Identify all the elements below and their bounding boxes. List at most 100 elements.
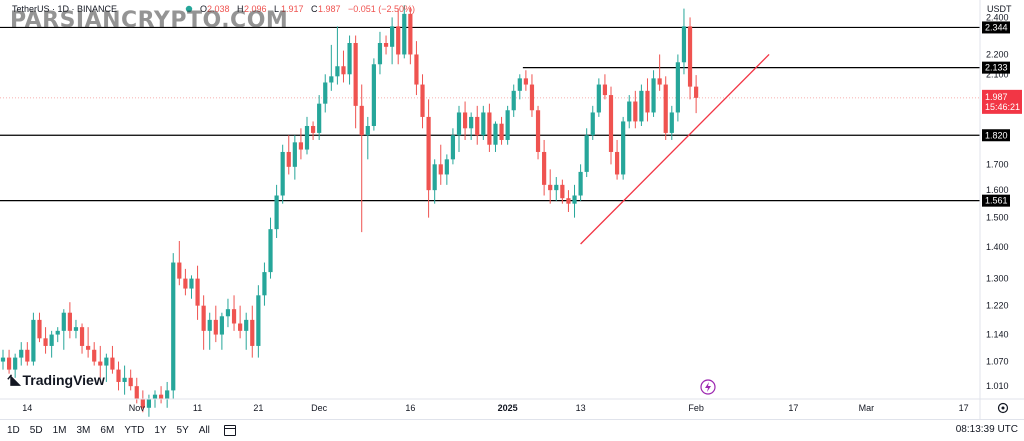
candle-body [377, 43, 383, 65]
candle-body [98, 361, 103, 366]
ohlc-value: 1.917 [281, 4, 304, 14]
candle [286, 135, 291, 175]
candle-body [408, 13, 413, 55]
candle [128, 369, 133, 391]
range-1m[interactable]: 1M [52, 425, 67, 436]
trendline-group [580, 54, 770, 245]
candle-body [511, 90, 516, 111]
candle [268, 217, 273, 279]
candle [602, 74, 608, 100]
range-5y[interactable]: 5Y [176, 425, 189, 436]
candle [310, 121, 316, 140]
candle-body [426, 116, 431, 191]
candle [627, 95, 632, 129]
candle [262, 262, 267, 306]
candle [572, 184, 577, 218]
candle [256, 285, 261, 358]
gear-icon[interactable] [997, 402, 1009, 414]
candle [110, 345, 115, 374]
candle [535, 105, 541, 160]
candle-body [171, 262, 176, 391]
time-tick-label: 16 [405, 403, 415, 413]
tradingview-logo[interactable]: ᐟ◣ TradingView [7, 372, 105, 388]
ohlc-key: L [274, 4, 279, 14]
candle [469, 112, 474, 140]
candle [657, 54, 662, 91]
candle [165, 381, 170, 408]
range-all[interactable]: All [198, 425, 210, 436]
candle [104, 353, 109, 382]
candle-body [256, 295, 261, 346]
candle [499, 116, 504, 145]
candle [329, 44, 334, 91]
candle-body [165, 390, 170, 399]
range-ytd[interactable]: YTD [124, 425, 145, 436]
price-chart[interactable]: 2.400 2.200 2.100 1.700 1.600 1.500 1.400 1.300… [0, 0, 1024, 419]
candle-body [238, 323, 243, 331]
candle-body [633, 101, 638, 122]
range-1y[interactable]: 1Y [154, 425, 167, 436]
candle [517, 74, 522, 100]
utc-clock[interactable]: 08:13:39 UTC [955, 424, 1018, 435]
candle [584, 128, 589, 178]
candle [493, 121, 498, 152]
candle-body [122, 377, 127, 382]
candle [511, 84, 516, 117]
candle-body [566, 198, 571, 204]
time-tick-label: 17 [959, 403, 969, 413]
candle-body [414, 54, 419, 85]
lightning-icon[interactable] [700, 379, 716, 395]
candle [396, 8, 401, 65]
ohlc-key: O [200, 4, 207, 14]
ohlc-value: 2.096 [244, 4, 267, 14]
candle [317, 95, 322, 140]
candle [323, 74, 328, 113]
candle-body [596, 84, 601, 113]
candle-body [462, 112, 468, 129]
candle [694, 75, 699, 114]
candle [590, 105, 595, 140]
candle-body [43, 338, 48, 346]
range-1d[interactable]: 1D [7, 425, 20, 436]
level-tag-label: 2.133 [985, 63, 1008, 73]
candle [213, 305, 218, 343]
range-5d[interactable]: 5D [29, 425, 43, 436]
range-6m[interactable]: 6M [100, 425, 115, 436]
candle-body [687, 26, 693, 87]
candle [523, 70, 528, 91]
candle-body [55, 330, 60, 335]
time-tick-label: 21 [253, 403, 263, 413]
candle-body [651, 78, 656, 113]
time-tick-label: 2025 [498, 403, 518, 413]
candle-body [602, 84, 608, 96]
calendar-icon[interactable] [223, 425, 236, 436]
candle [92, 342, 97, 366]
price-tick-label: 1.600 [986, 185, 1009, 195]
candle [365, 116, 370, 160]
level-tag-bg [982, 194, 1010, 207]
range-3m[interactable]: 3M [76, 425, 91, 436]
candle [633, 90, 638, 129]
candle-body [420, 84, 425, 117]
trendline [580, 54, 770, 245]
candle [98, 345, 103, 378]
candle [43, 327, 48, 354]
candle-body [304, 125, 310, 150]
candle [341, 50, 346, 83]
candle [420, 74, 425, 129]
candle-body [116, 369, 121, 382]
candle-body [371, 64, 376, 126]
candle-body [657, 78, 662, 85]
candle-body [535, 110, 541, 152]
price-tick-label: 1.140 [986, 330, 1009, 340]
candle-body [542, 151, 547, 185]
level-tag-bg [982, 61, 1010, 74]
last-price-tag-bg [982, 89, 1022, 114]
candle [578, 164, 583, 201]
candle [487, 103, 492, 152]
candle-body [675, 62, 680, 113]
price-tick-label: 2.400 [986, 12, 1009, 22]
candle-body [493, 123, 498, 145]
level-tag-label: 2.344 [985, 22, 1008, 32]
candle [177, 240, 182, 286]
